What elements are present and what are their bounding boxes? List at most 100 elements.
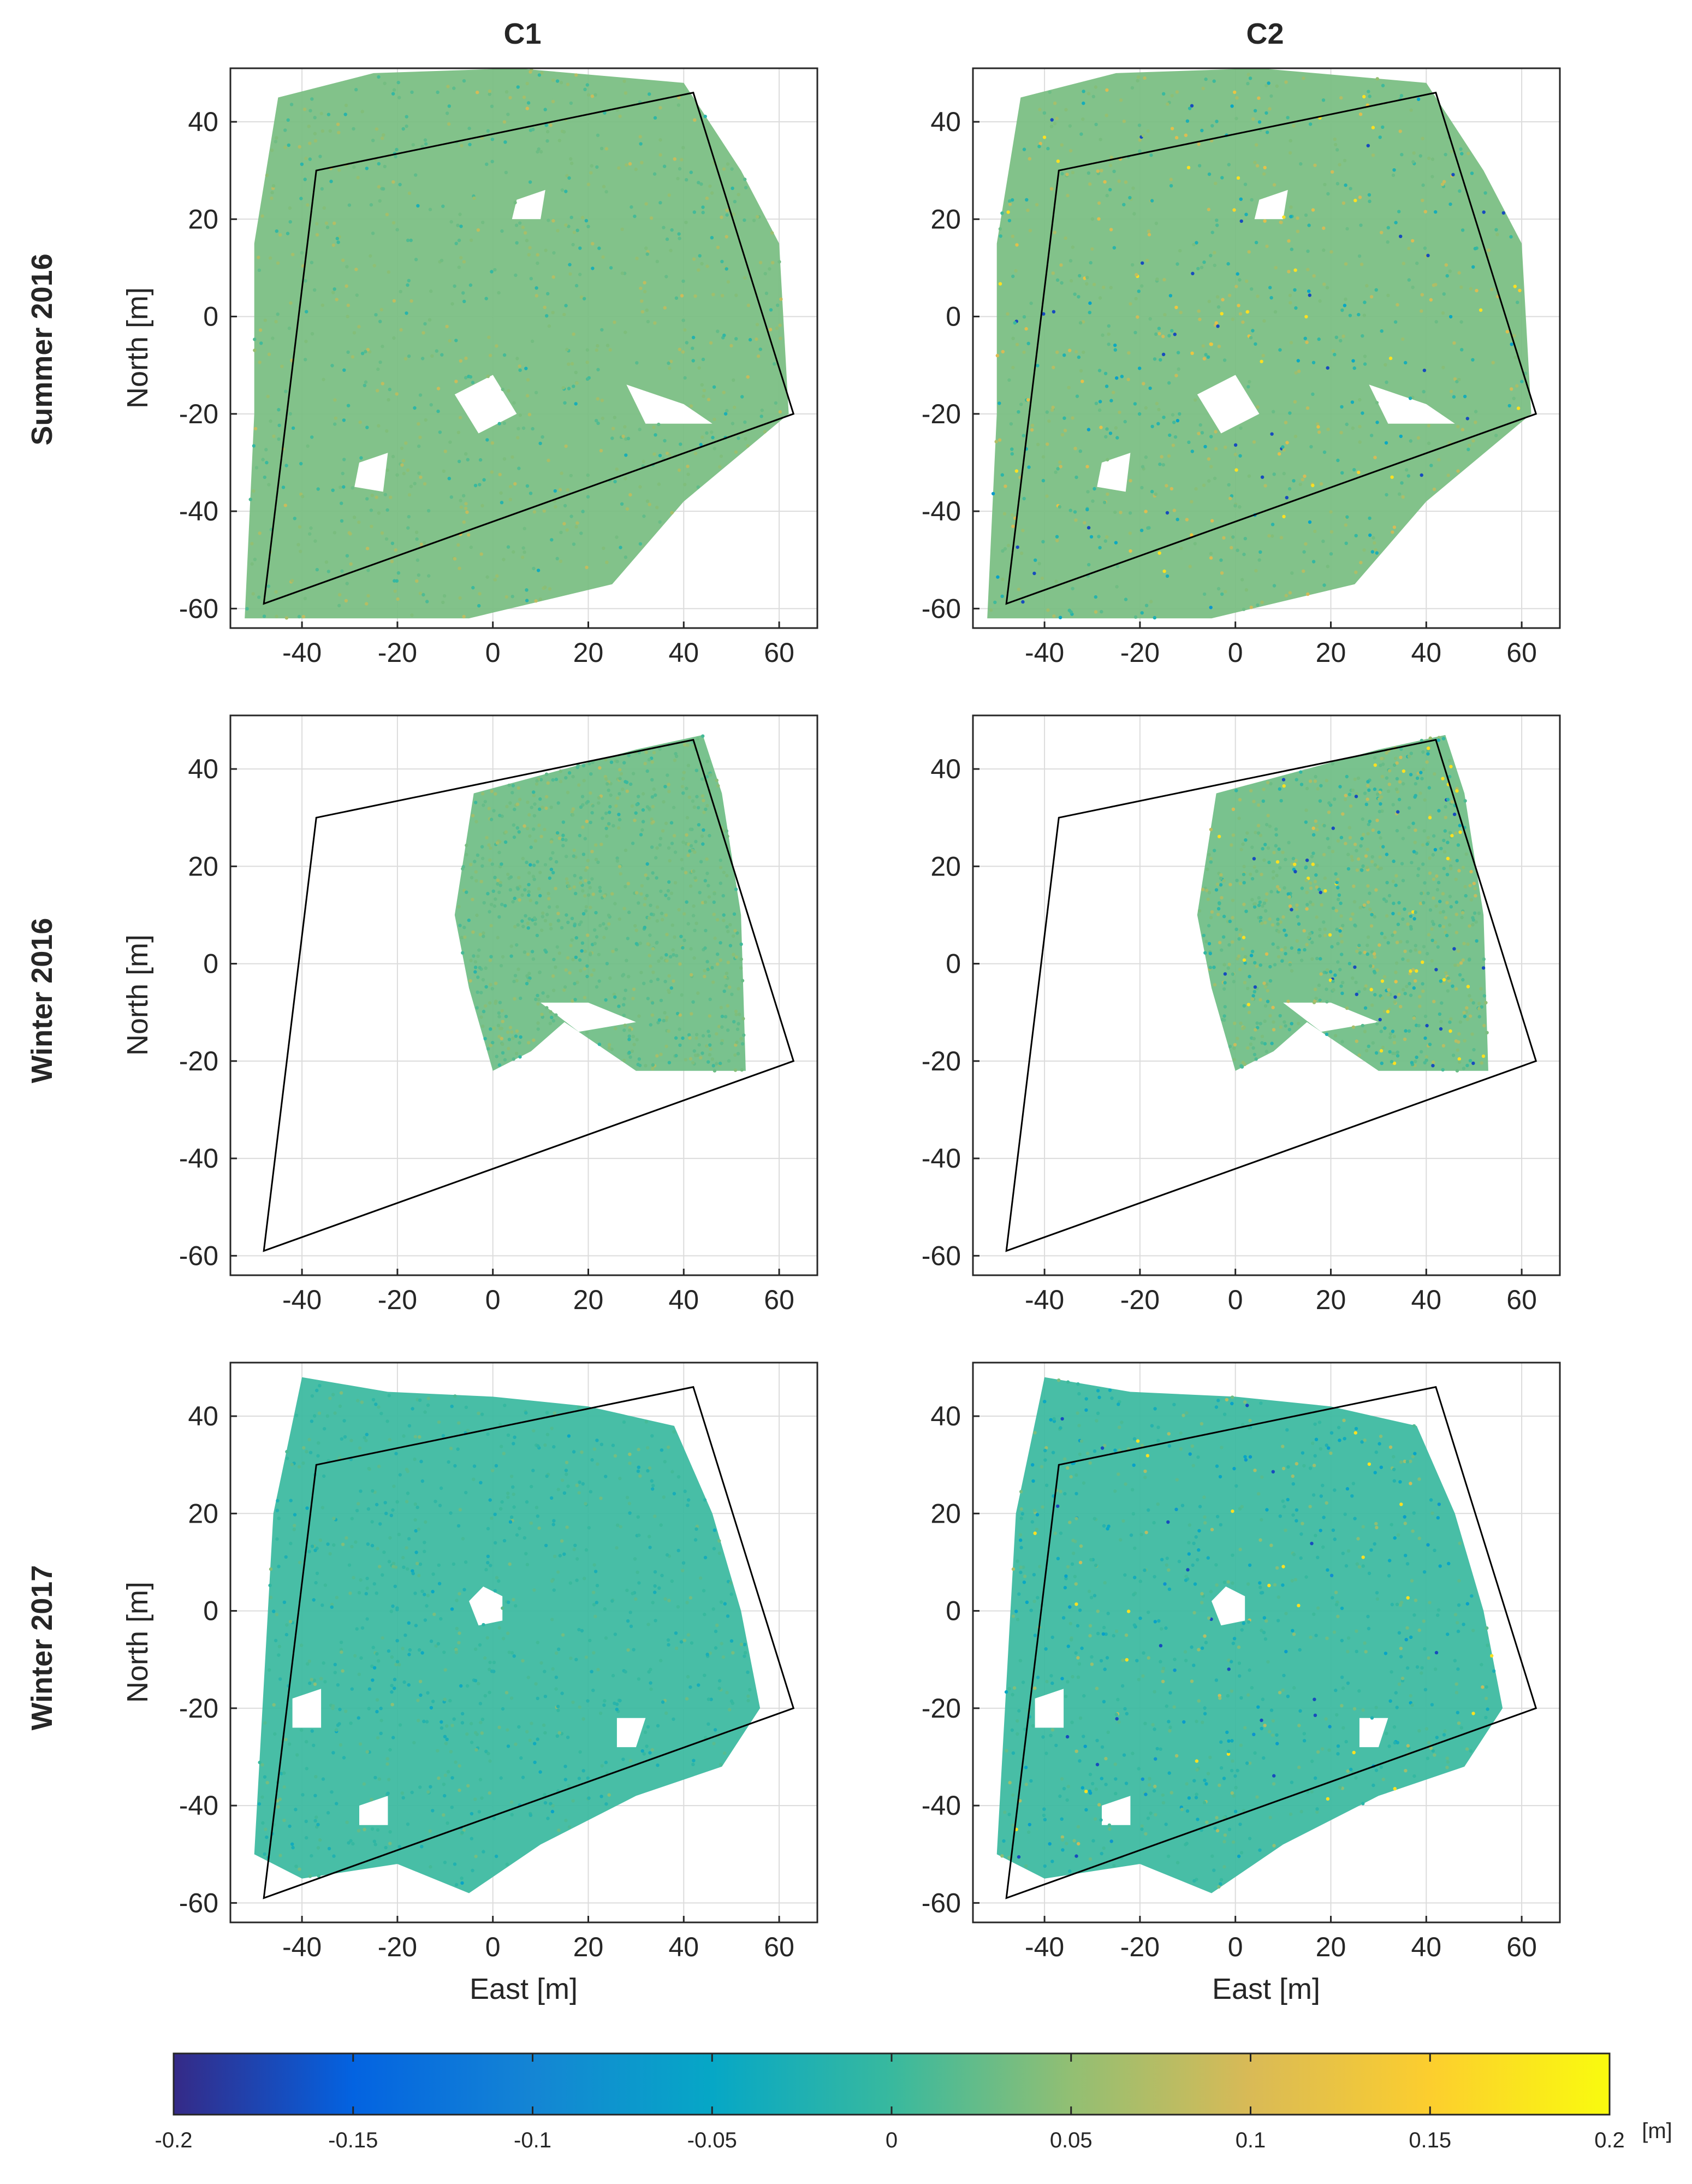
scatter-point bbox=[388, 1560, 391, 1563]
scatter-point bbox=[1162, 278, 1166, 281]
scatter-point bbox=[1423, 1037, 1427, 1040]
scatter-point bbox=[1263, 220, 1266, 223]
scatter-point bbox=[388, 1748, 391, 1751]
scatter-point bbox=[1323, 927, 1327, 931]
scatter-point bbox=[1100, 1659, 1103, 1662]
scatter-point bbox=[681, 1569, 684, 1572]
scatter-point bbox=[594, 843, 597, 847]
scatter-point bbox=[670, 1470, 674, 1473]
scatter-point bbox=[764, 272, 767, 275]
scatter-point bbox=[729, 944, 732, 947]
scatter-point bbox=[989, 608, 993, 612]
scatter-point bbox=[563, 985, 567, 989]
scatter-point bbox=[356, 1399, 359, 1402]
y-tick-label: -20 bbox=[922, 1046, 961, 1076]
scatter-point bbox=[1233, 91, 1236, 94]
scatter-point bbox=[1305, 891, 1309, 894]
scatter-point bbox=[347, 404, 350, 407]
scatter-point bbox=[1371, 550, 1374, 553]
scatter-point bbox=[394, 1452, 397, 1455]
scatter-point bbox=[524, 914, 527, 918]
scatter-point bbox=[1076, 394, 1079, 398]
scatter-point bbox=[654, 1570, 657, 1573]
scatter-point bbox=[1289, 963, 1292, 966]
scatter-point bbox=[714, 1630, 717, 1633]
scatter-point bbox=[1244, 838, 1247, 842]
scatter-point bbox=[1437, 809, 1440, 812]
scatter-point bbox=[543, 1731, 547, 1735]
scatter-point bbox=[1082, 102, 1085, 105]
scatter-point bbox=[564, 223, 567, 227]
scatter-point bbox=[305, 1450, 308, 1453]
scatter-point bbox=[1427, 836, 1430, 839]
scatter-point bbox=[595, 165, 598, 169]
scatter-point bbox=[1372, 153, 1375, 157]
scatter-point bbox=[624, 1023, 627, 1027]
scatter-point bbox=[628, 1028, 631, 1032]
scatter-point bbox=[702, 810, 705, 814]
scatter-point bbox=[1253, 1469, 1256, 1472]
scatter-point bbox=[1036, 443, 1040, 446]
y-tick-label: 0 bbox=[946, 949, 961, 979]
scatter-point bbox=[1391, 912, 1394, 915]
scatter-point bbox=[664, 821, 668, 825]
scatter-point bbox=[579, 876, 583, 879]
scatter-point bbox=[411, 1407, 414, 1410]
scatter-point bbox=[353, 516, 356, 519]
scatter-point bbox=[1119, 98, 1123, 102]
scatter-point bbox=[349, 1439, 353, 1442]
scatter-point bbox=[1074, 1492, 1078, 1495]
scatter-point bbox=[563, 504, 567, 507]
scatter-point bbox=[1216, 324, 1219, 328]
scatter-point bbox=[1105, 384, 1108, 388]
scatter-point bbox=[655, 506, 658, 509]
scatter-point bbox=[681, 785, 684, 788]
scatter-point bbox=[563, 401, 566, 405]
scatter-point bbox=[1339, 985, 1343, 988]
scatter-point bbox=[615, 760, 619, 763]
scatter-point bbox=[384, 1846, 387, 1849]
scatter-point bbox=[538, 894, 542, 897]
scatter-point bbox=[1322, 227, 1325, 230]
scatter-point bbox=[478, 1810, 481, 1813]
scatter-point bbox=[405, 1546, 408, 1549]
scatter-point bbox=[457, 1641, 460, 1644]
scatter-point bbox=[420, 1651, 424, 1654]
scatter-point bbox=[1399, 940, 1402, 943]
scatter-point bbox=[1357, 857, 1360, 861]
scatter-point bbox=[1315, 828, 1319, 831]
scatter-point bbox=[304, 340, 307, 343]
scatter-point bbox=[1245, 831, 1249, 834]
scatter-point bbox=[1392, 1455, 1395, 1458]
scatter-point bbox=[578, 273, 581, 276]
scatter-point bbox=[697, 366, 700, 370]
scatter-point bbox=[500, 229, 503, 233]
scatter-point bbox=[347, 1841, 350, 1844]
scatter-point bbox=[1261, 1697, 1264, 1701]
scatter-point bbox=[457, 1421, 460, 1424]
scatter-point bbox=[1457, 378, 1461, 381]
scatter-point bbox=[1048, 91, 1052, 94]
scatter-point bbox=[1439, 1020, 1442, 1023]
scatter-point bbox=[1394, 884, 1398, 887]
scatter-point bbox=[455, 1599, 458, 1602]
scatter-point bbox=[1052, 614, 1055, 618]
scatter-point bbox=[518, 1055, 521, 1058]
scatter-point bbox=[1398, 798, 1401, 801]
scatter-point bbox=[1259, 1022, 1262, 1025]
scatter-point bbox=[1341, 335, 1345, 338]
scatter-point bbox=[1361, 334, 1364, 338]
scatter-point bbox=[1313, 530, 1316, 533]
scatter-point bbox=[691, 1001, 694, 1004]
scatter-point bbox=[500, 1445, 503, 1448]
scatter-point bbox=[552, 1519, 555, 1522]
scatter-point bbox=[460, 936, 464, 939]
scatter-point bbox=[1058, 1795, 1061, 1798]
scatter-point bbox=[1368, 193, 1371, 197]
scatter-point bbox=[692, 904, 695, 908]
scatter-point bbox=[1250, 954, 1253, 957]
scatter-point bbox=[584, 879, 587, 882]
scatter-point bbox=[1283, 1020, 1286, 1023]
y-tick-label: 20 bbox=[188, 1498, 218, 1529]
scatter-point bbox=[1055, 117, 1059, 120]
